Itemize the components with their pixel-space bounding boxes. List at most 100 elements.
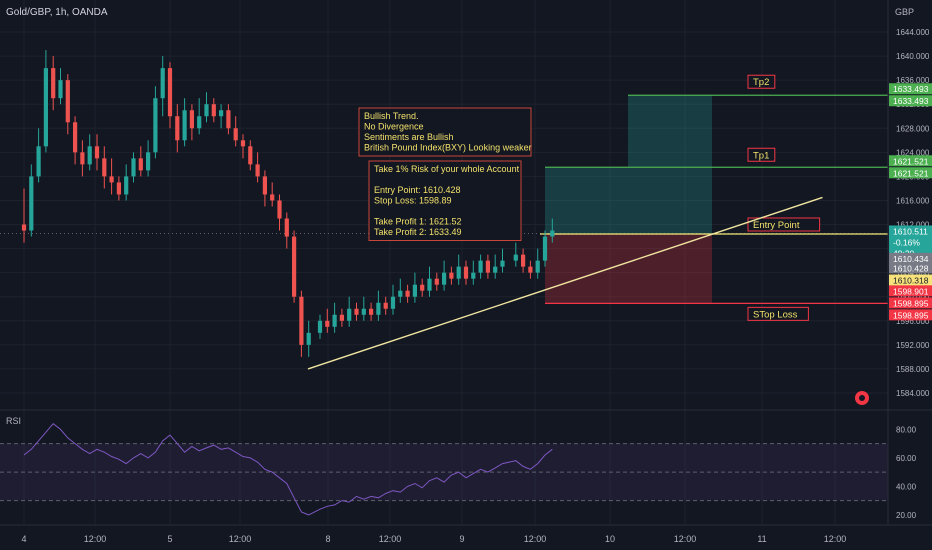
tp2-label-text: Tp2	[753, 77, 769, 88]
stop-label-box	[747, 306, 809, 321]
candle-body	[390, 296, 396, 309]
price-tag-bg	[889, 167, 932, 179]
y-tick-label: 1628.000	[896, 124, 930, 133]
price-tag-text: 1621.521	[893, 168, 929, 178]
price-tag: 1610.318	[889, 274, 932, 286]
x-tick-label: 12:00	[824, 534, 847, 544]
trade-plan-note-line: Take 1% Risk of your whole Account	[374, 164, 520, 174]
position-tool[interactable]	[540, 94, 888, 304]
candle-body	[292, 236, 297, 297]
candle-body	[412, 284, 417, 297]
analysis-note-line: British Pound Index(BXY) Looking weaker	[364, 143, 532, 153]
candle-body	[124, 176, 129, 195]
candle-body	[51, 68, 56, 99]
price-tag-bg	[889, 252, 932, 264]
price-tag-text: 1633.493	[893, 96, 929, 106]
entry-label-text: Entry Point	[753, 220, 800, 231]
price-tag-bg	[889, 309, 932, 321]
candle-body	[513, 254, 518, 261]
x-tick-label: 12:00	[84, 534, 107, 544]
price-tag-bg	[889, 95, 932, 107]
tp2-label: Tp2	[747, 74, 776, 89]
price-tag: 1610.434	[889, 252, 932, 264]
y-tick-label: 1624.000	[896, 148, 930, 157]
y-tick-label: 1584.000	[896, 389, 930, 398]
y-tick-label: 1636.000	[896, 76, 930, 85]
price-tag-bg	[889, 155, 932, 167]
y-tick-label: 1600.000	[896, 293, 930, 302]
candle-body	[182, 110, 187, 141]
profit-zone-1	[545, 167, 628, 234]
price-tag-text: 1598.901	[893, 286, 929, 296]
candle-body	[528, 266, 533, 273]
candle-body	[233, 128, 238, 141]
candle-body	[94, 146, 100, 159]
candle-body	[521, 254, 526, 267]
candle-body	[405, 290, 410, 297]
candle-body	[332, 314, 337, 327]
y-tick-label: 1612.000	[896, 221, 930, 230]
candle-body	[442, 272, 447, 285]
candle-body	[463, 266, 469, 279]
stop-label-text: STop Loss	[753, 309, 798, 320]
candle-body	[542, 236, 548, 261]
price-tag: 1633.493	[889, 83, 932, 95]
tp1-label-box	[747, 147, 776, 162]
candle-body	[449, 272, 454, 279]
y-tick-label: 1644.000	[896, 28, 930, 37]
price-tag-text: 1633.493	[893, 84, 929, 94]
candle-body	[347, 308, 352, 321]
tp1-label: Tp1	[747, 147, 776, 162]
price-tag-text: 1621.521	[893, 156, 929, 166]
price-tag-text: 1598.895	[893, 298, 929, 308]
rsi-pane: 20.00 40.00 60.00 80.00	[0, 423, 917, 520]
entry-label: Entry Point	[747, 217, 821, 232]
candle-body	[434, 278, 439, 285]
rsi-label: RSI	[6, 416, 21, 426]
candle-body	[167, 68, 173, 117]
candle-body	[255, 164, 260, 177]
y-tick-label: 1596.000	[896, 317, 930, 326]
rsi-tick-label: 80.00	[896, 425, 917, 434]
candle-body	[262, 176, 267, 195]
candle-body	[36, 146, 41, 177]
candle-body	[240, 140, 246, 147]
candle-body	[383, 302, 388, 309]
y-tick-label: 1592.000	[896, 341, 930, 350]
candle-body	[299, 296, 304, 345]
price-tag-bg	[889, 297, 932, 309]
trade-plan-note-frame	[368, 160, 522, 241]
x-tick-label: 12:00	[229, 534, 252, 544]
profit-zone-2	[628, 95, 712, 234]
candle-body	[226, 110, 231, 129]
price-tags: 1633.493 1633.493 1621.521 1621.521 1610.511…	[889, 83, 932, 321]
x-tick-label: 4	[21, 534, 26, 544]
price-tag-text: 1610.318	[893, 275, 929, 285]
candle-body	[153, 98, 158, 153]
rsi-tick-label: 40.00	[896, 482, 917, 491]
trade-plan-note-line: Stop Loss: 1598.89	[374, 196, 452, 206]
loss-zone	[545, 233, 712, 304]
candle-body	[277, 200, 282, 219]
candle-body	[550, 230, 555, 237]
price-tag: 1621.521	[889, 167, 932, 179]
candle-body	[500, 260, 505, 267]
settings-icon[interactable]	[855, 391, 869, 405]
candle-body	[456, 266, 461, 279]
candle-body	[354, 308, 359, 315]
trendline	[307, 196, 823, 370]
overlays[interactable]: Tp2 Tp1 Entry Point STop Loss	[307, 74, 823, 370]
candle-body	[325, 320, 330, 327]
candle-body	[80, 152, 85, 165]
candle-body	[270, 194, 275, 201]
candle-body	[102, 158, 107, 177]
x-tick-label: 9	[459, 534, 464, 544]
entry-label-box	[747, 217, 821, 232]
candle-body	[58, 80, 63, 99]
candle-body	[535, 260, 540, 273]
trade-plan-note-line: Take Profit 1: 1621.52	[374, 217, 462, 227]
y-tick-label: 1616.000	[896, 196, 930, 205]
